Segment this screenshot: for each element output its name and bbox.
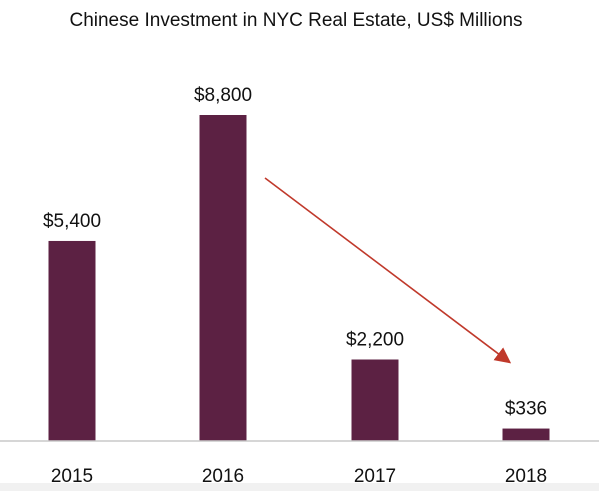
data-label-2018: $336 [505,399,547,420]
bar-2017 [351,359,399,441]
data-label-2017: $2,200 [346,330,404,351]
x-tick-label-2017: 2017 [354,466,396,487]
x-tick-label-2018: 2018 [505,466,547,487]
bottom-strip [0,483,599,491]
bar-2016 [199,115,247,441]
bar-2015 [48,240,96,441]
bar-2018 [502,428,550,441]
x-tick-label-2016: 2016 [202,466,244,487]
trend-arrow-annotation [264,177,512,364]
data-label-2016: $8,800 [194,85,252,106]
data-labels-layer: $5,400 $8,800 $2,200 $336 [43,85,547,420]
x-tick-labels-layer: 2015 2016 2017 2018 [51,466,547,487]
chart-title: Chinese Investment in NYC Real Estate, U… [69,10,522,31]
data-label-2015: $5,400 [43,211,101,232]
x-tick-label-2015: 2015 [51,466,93,487]
bars-layer [48,115,550,441]
